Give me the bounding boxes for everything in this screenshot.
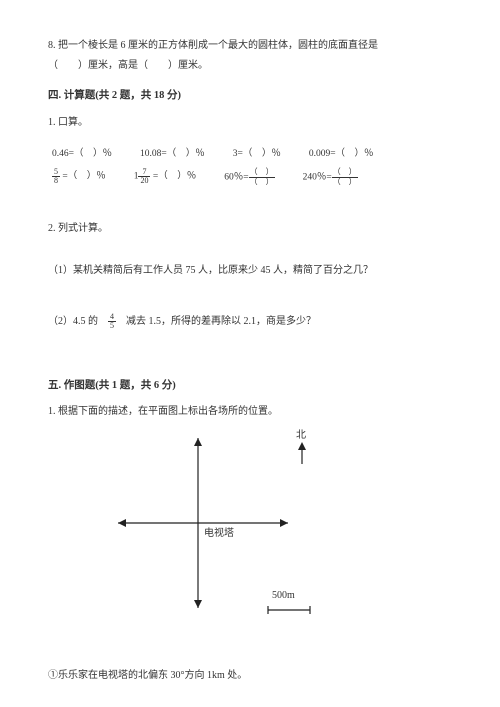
tower-label: 电视塔 xyxy=(204,526,234,542)
calc-2a: 5 8 =（ ）％ xyxy=(52,168,106,187)
scale-bar-icon xyxy=(266,604,314,616)
calc-1d: 0.009=（ ）％ xyxy=(309,147,374,162)
diagram-area: 北 电视塔 500m xyxy=(118,428,398,648)
calc-1a: 0.46=（ ）％ xyxy=(52,147,112,162)
section5-q1-p1: ①乐乐家在电视塔的北偏东 30°方向 1km 处。 xyxy=(48,668,452,684)
calc-row-1: 0.46=（ ）％ 10.08=（ ）％ 3=（ ）％ 0.009=（ ）％ xyxy=(52,147,452,162)
calc-2d: 240％= （ ） （ ） xyxy=(303,168,358,187)
fraction-5-8: 5 8 xyxy=(52,168,60,185)
section4-q2-label: 2. 列式计算。 xyxy=(48,221,452,237)
scale-label: 500m xyxy=(272,588,295,604)
question-8-line2: （ ）厘米，高是（ ）厘米。 xyxy=(48,58,452,74)
section4-q1-label: 1. 口算。 xyxy=(48,115,452,131)
calc-2c: 60％= （ ） （ ） xyxy=(224,168,274,187)
calc-1c: 3=（ ）％ xyxy=(233,147,281,162)
section-5-title: 五. 作图题(共 1 题，共 6 分) xyxy=(48,378,452,395)
fraction-7-20: 7 20 xyxy=(138,168,150,185)
calc-1b: 10.08=（ ）％ xyxy=(140,147,205,162)
section5-q1-label: 1. 根据下面的描述，在平面图上标出各场所的位置。 xyxy=(48,404,452,420)
section4-q2-p1: （1）某机关精简后有工作人员 75 人，比原来少 45 人，精简了百分之几？ xyxy=(48,263,452,279)
section-4-title: 四. 计算题(共 2 题，共 18 分) xyxy=(48,88,452,105)
calc-row-2: 5 8 =（ ）％ 1 7 20 =（ ）％ 60％= （ ） （ ） 240％… xyxy=(52,168,452,187)
calc-2b: 1 7 20 =（ ）％ xyxy=(134,168,196,187)
fraction-4-5: 4 5 xyxy=(108,313,116,330)
fraction-blank-d: （ ） （ ） xyxy=(332,168,358,187)
question-8-line1: 8. 把一个棱长是 6 厘米的正方体削成一个最大的圆柱体，圆柱的底面直径是 xyxy=(48,38,452,54)
fraction-blank-c: （ ） （ ） xyxy=(249,168,275,187)
section4-q2-p2: （2）4.5 的 4 5 减去 1.5，所得的差再除以 2.1，商是多少？ xyxy=(48,313,452,330)
